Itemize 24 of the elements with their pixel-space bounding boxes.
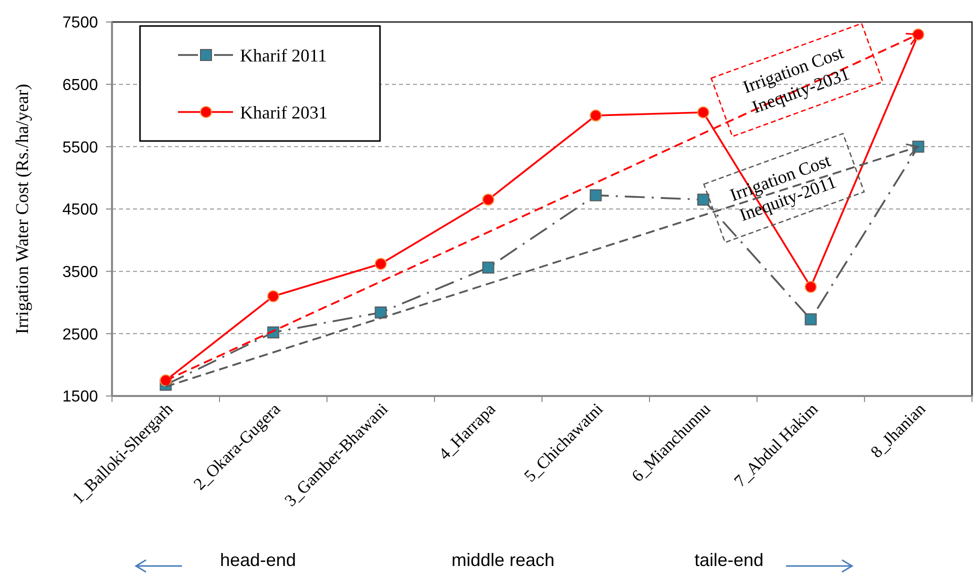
legend-label: Kharif 2011 bbox=[240, 45, 327, 66]
point bbox=[804, 280, 817, 293]
point bbox=[482, 262, 494, 274]
y-tick-label: 2500 bbox=[62, 326, 98, 344]
point bbox=[374, 306, 387, 318]
text: taile-end bbox=[694, 550, 764, 570]
legend-label: Kharif 2031 bbox=[240, 102, 328, 122]
y-tick-label: 3500 bbox=[62, 264, 98, 281]
y-tick-label: 1500 bbox=[62, 388, 98, 406]
point bbox=[697, 106, 710, 118]
point bbox=[590, 189, 602, 202]
point bbox=[697, 194, 710, 206]
point bbox=[482, 194, 494, 206]
text: middle reach bbox=[451, 550, 555, 570]
text: head-end bbox=[220, 550, 296, 570]
y-tick-label: 4500 bbox=[62, 202, 98, 219]
y-tick-label: 5500 bbox=[62, 139, 98, 156]
point bbox=[804, 313, 817, 326]
point bbox=[590, 110, 602, 122]
y-tick-label: 7500 bbox=[62, 14, 98, 32]
point bbox=[267, 290, 280, 302]
y-axis-title: Irrigation Water Cost (Rs./ha/year) bbox=[12, 84, 32, 334]
y-tick-label: 6500 bbox=[62, 76, 98, 94]
point bbox=[374, 258, 387, 270]
